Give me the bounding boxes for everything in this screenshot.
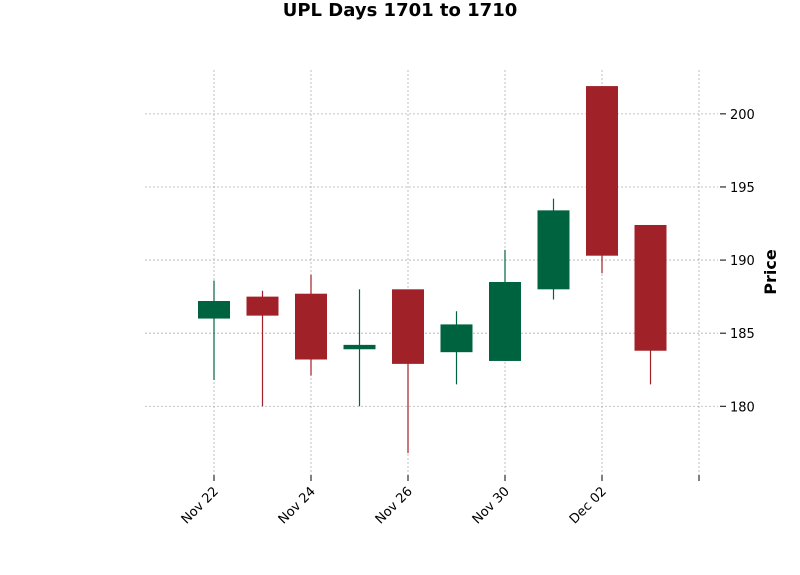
candle-body [489,282,521,361]
candle-body [295,293,327,360]
candle-body [586,86,618,256]
candle-body [537,210,570,290]
candle-body [198,301,230,319]
x-tick-label: Nov 30 [470,484,513,527]
x-tick-label: Nov 24 [276,484,319,527]
x-tick-label: Nov 26 [373,484,416,527]
x-tick-label: Dec 02 [567,484,610,527]
candle-down [634,224,667,385]
chart-title: UPL Days 1701 to 1710 [282,0,518,21]
candle-layer [198,86,667,454]
candle-up [537,198,570,300]
y-axis-label: Price [761,249,780,295]
candle-down [392,289,424,454]
grid-layer [145,70,718,475]
candle-up [489,249,521,361]
candle-body [634,224,667,351]
candle-up [198,280,230,380]
candle-body [392,289,424,364]
y-tick-label: 195 [730,181,755,196]
candle-up [343,289,376,407]
y-tick-label: 190 [730,254,755,269]
candle-down [586,86,618,274]
candle-down [246,290,279,407]
candle-up [440,311,473,385]
candle-down [295,274,327,376]
candle-body [246,296,279,316]
y-tick-label: 200 [730,108,755,123]
y-tick-label: 180 [730,400,755,415]
candle-body [440,324,473,353]
axis-layer: 180 185 190 195 200 Nov 22 Nov 24 Nov 26 Nov 30 D… [179,108,755,528]
y-tick-label: 185 [730,327,755,342]
x-tick-label: Nov 22 [179,484,222,527]
candle-body [343,344,376,350]
